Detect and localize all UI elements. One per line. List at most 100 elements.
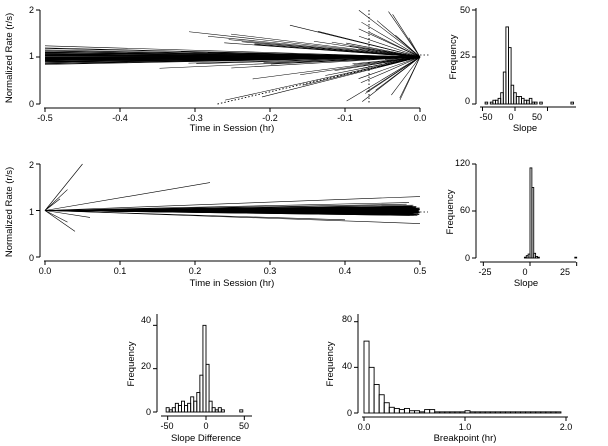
rate-after-start-plot: 0.0 0.1 0.2 0.3 0.4 0.5 0 1 2 Time in Se… xyxy=(4,160,428,289)
fan-line xyxy=(408,37,421,58)
x-tick-label: -0.2 xyxy=(262,113,278,123)
x-tick-label: 0.0 xyxy=(358,422,371,432)
fan-line xyxy=(44,163,83,211)
histogram-bar xyxy=(174,402,179,413)
histogram-bar xyxy=(171,407,176,413)
histogram-bar xyxy=(574,256,578,259)
x-tick-label: -25 xyxy=(478,267,491,277)
histogram-bar xyxy=(378,394,385,414)
y-tick-label: 1 xyxy=(29,207,34,217)
breakpoint-histogram: 0.0 1.0 2.0 0 40 80 Breakpoint (hr) Freq… xyxy=(325,314,572,444)
y-axis-label: Normalized Rate (r/s) xyxy=(4,13,15,103)
histogram-bar xyxy=(414,410,421,414)
fan-line xyxy=(44,210,91,218)
histogram-bar xyxy=(504,411,511,414)
x-tick-label: 25 xyxy=(560,267,570,277)
x-tick-label: 0 xyxy=(522,267,527,277)
y-axis-label: Normalized Rate (r/s) xyxy=(4,167,15,257)
fan-line xyxy=(44,56,421,64)
histogram-bar xyxy=(383,402,390,414)
fan-line xyxy=(362,56,421,102)
x-axis-label: Time in Session (hr) xyxy=(190,123,275,134)
histogram-bar xyxy=(479,411,486,414)
x-tick-label: 0.5 xyxy=(414,266,427,276)
histogram-bar xyxy=(193,400,198,413)
fan-line xyxy=(44,182,211,211)
histogram-bar xyxy=(177,405,182,413)
x-tick-label: 0.1 xyxy=(114,266,127,276)
y-tick-label: 0 xyxy=(146,407,151,417)
fan-line xyxy=(189,31,421,58)
slope-histogram-middle: -25 0 25 0 60 120 Slope Frequency xyxy=(445,158,578,289)
histogram-bar xyxy=(239,409,244,413)
x-tick-label: -50 xyxy=(479,112,492,122)
histogram-bar xyxy=(539,101,543,105)
histogram-bar xyxy=(449,411,456,414)
histogram-bar xyxy=(214,409,219,413)
x-tick-label: 50 xyxy=(532,112,542,122)
x-tick-label: 0.0 xyxy=(414,113,427,123)
histogram-bars xyxy=(484,26,574,105)
x-tick-label: 0 xyxy=(203,421,208,431)
x-tick-label: 0 xyxy=(508,112,513,122)
x-ticks xyxy=(363,417,567,421)
histogram-bar xyxy=(537,256,540,259)
fan-line xyxy=(44,196,421,211)
fan-line xyxy=(263,56,421,64)
y-ticks xyxy=(36,9,40,105)
y-axis-label: Frequency xyxy=(445,189,456,234)
fan-line xyxy=(270,56,421,65)
fan-line xyxy=(231,56,421,69)
fan-line xyxy=(391,56,421,96)
histogram-bar xyxy=(469,411,476,414)
histogram-bar xyxy=(550,411,557,414)
slope-difference-histogram: -50 0 50 0 20 40 Slope Difference Freque… xyxy=(126,314,252,444)
x-tick-label: 0.4 xyxy=(339,266,352,276)
fan-line xyxy=(392,14,421,58)
histogram-bar xyxy=(530,411,537,414)
fan-line xyxy=(44,202,410,211)
fan-line xyxy=(44,205,413,211)
histogram-bar xyxy=(409,410,415,414)
histogram-bar xyxy=(398,409,405,414)
y-axis-label: Frequency xyxy=(448,34,459,79)
x-ticks xyxy=(167,416,245,420)
y-tick-label: 120 xyxy=(455,158,470,168)
fan-line xyxy=(44,210,346,221)
fan-line xyxy=(358,35,421,58)
x-tick-label: -0.5 xyxy=(37,113,53,123)
histogram-bar xyxy=(454,411,461,414)
histogram-bar xyxy=(199,374,204,413)
histogram-bar xyxy=(520,411,527,414)
x-tick-label: 2.0 xyxy=(560,422,573,432)
histogram-bar xyxy=(403,407,410,414)
histogram-bar xyxy=(419,411,426,414)
fan-line xyxy=(44,210,407,213)
histogram-bar xyxy=(484,101,489,105)
histogram-bar xyxy=(525,411,532,414)
x-ticks xyxy=(482,262,578,266)
histogram-bar xyxy=(508,47,512,105)
slope-histogram-top: -50 0 50 0 25 50 Slope Frequency xyxy=(448,5,576,134)
y-tick-label: 60 xyxy=(460,205,470,215)
histogram-bar xyxy=(165,407,170,413)
fan-line xyxy=(44,48,421,58)
fan-line xyxy=(399,56,421,99)
histogram-bar xyxy=(373,384,380,414)
fan-line xyxy=(358,56,421,79)
y-tick-label: 2 xyxy=(29,160,34,170)
y-tick-label: 0 xyxy=(465,253,470,263)
histogram-bar xyxy=(388,406,395,414)
histogram-bars xyxy=(363,340,562,414)
histogram-bars xyxy=(165,324,244,413)
histogram-bar xyxy=(528,97,533,105)
histogram-bar xyxy=(220,409,225,413)
rate-before-end-plot: -0.5 -0.4 -0.3 -0.2 -0.1 0.0 0 1 2 Time … xyxy=(4,5,430,134)
fan-line xyxy=(44,189,68,211)
histogram-bar xyxy=(489,411,496,414)
y-tick-label: 0 xyxy=(29,253,34,263)
fan-line xyxy=(358,48,421,58)
histogram-bars xyxy=(523,167,578,259)
fan-line xyxy=(346,42,421,58)
y-tick-label: 0 xyxy=(465,96,470,106)
